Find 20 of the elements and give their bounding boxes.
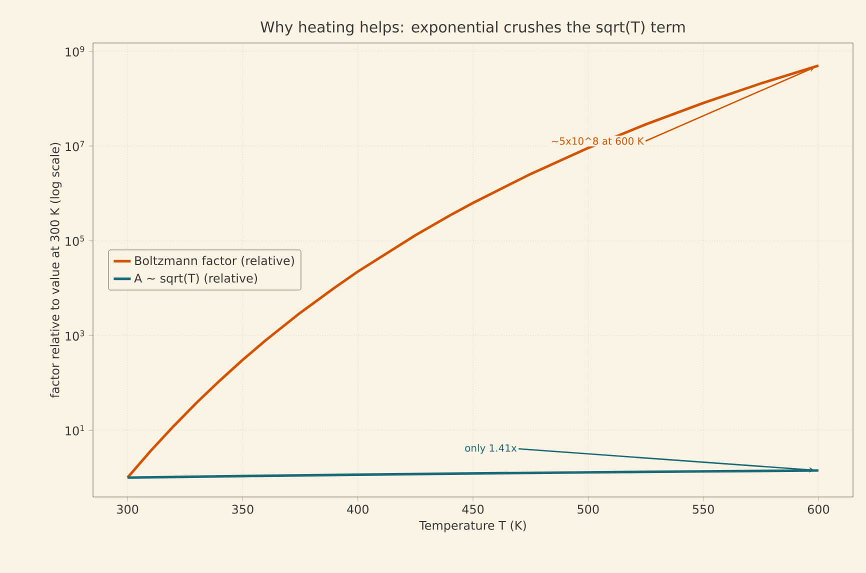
line-series [126,64,820,479]
legend-label: Boltzmann factor (relative) [135,256,294,267]
x-tick-label: 600 [808,504,830,514]
y-tick-label: 10$^{3}$ [66,330,84,341]
annotation: ~5x10^8 at 600 K [552,137,644,145]
x-tick-label: 400 [347,504,368,514]
y-tick-label: 10$^{5}$ [66,236,84,246]
y-tick-label: 10$^{7}$ [66,140,84,152]
annotation: only 1.41x [465,444,517,454]
x-tick-label: 300 [117,504,138,514]
x-tick-label: 550 [692,504,714,514]
chart-title: Why heating helps: exponential crushes the sqrt(T) term [260,21,685,36]
y-axis-title: factor relative to value at 300 K (log scale) [50,142,62,398]
x-tick-label: 350 [232,504,254,514]
y-tick-label: 10$^{1}$ [66,425,84,436]
x-axis-title: Temperature T (K) [419,520,526,532]
x-tick-label: 500 [578,504,599,514]
y-tick-label: 10$^{9}$ [66,46,84,57]
legend-label: A ~ sqrt(T) (relative) [134,273,258,286]
x-tick-label: 450 [462,504,484,514]
